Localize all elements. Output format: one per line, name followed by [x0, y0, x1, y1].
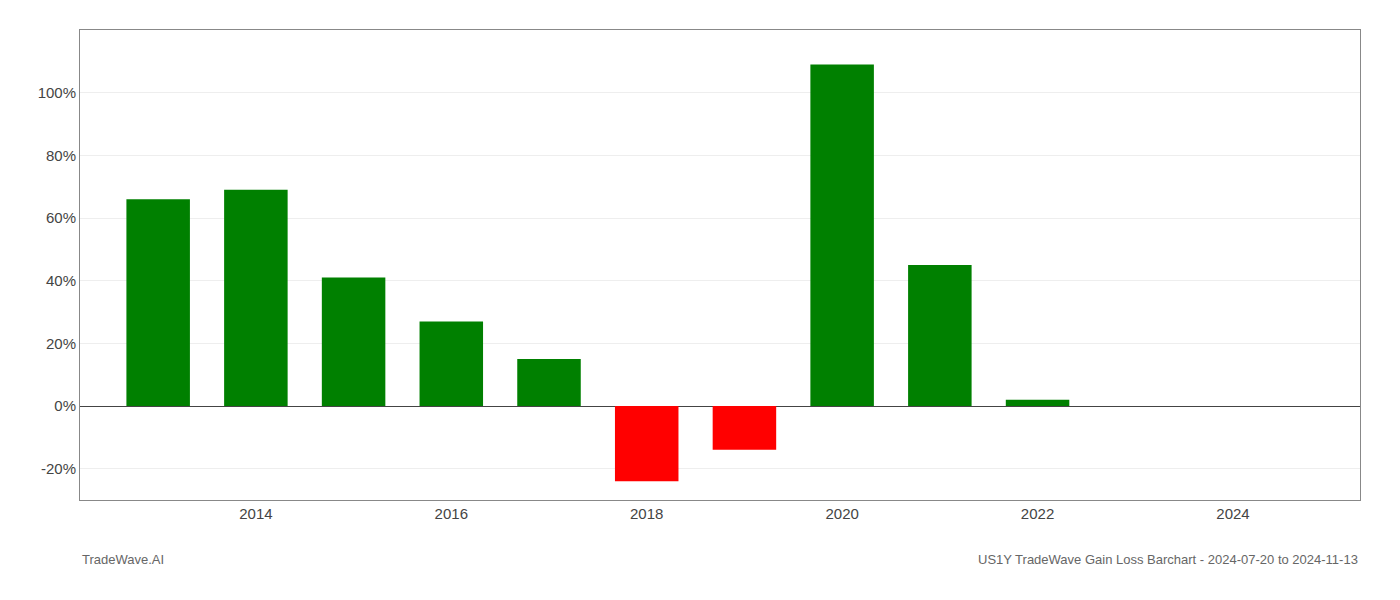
svg-text:2020: 2020 — [825, 505, 858, 522]
svg-text:100%: 100% — [38, 84, 76, 101]
svg-text:2014: 2014 — [239, 505, 272, 522]
svg-text:20%: 20% — [46, 335, 76, 352]
svg-text:TradeWave.AI: TradeWave.AI — [82, 552, 164, 567]
svg-text:2024: 2024 — [1216, 505, 1249, 522]
svg-text:2018: 2018 — [630, 505, 663, 522]
svg-text:40%: 40% — [46, 272, 76, 289]
svg-text:-20%: -20% — [41, 460, 76, 477]
svg-text:2022: 2022 — [1021, 505, 1054, 522]
svg-text:US1Y TradeWave Gain Loss Barch: US1Y TradeWave Gain Loss Barchart - 2024… — [978, 552, 1358, 567]
svg-text:80%: 80% — [46, 147, 76, 164]
svg-text:2016: 2016 — [435, 505, 468, 522]
svg-text:0%: 0% — [54, 397, 76, 414]
svg-text:60%: 60% — [46, 209, 76, 226]
